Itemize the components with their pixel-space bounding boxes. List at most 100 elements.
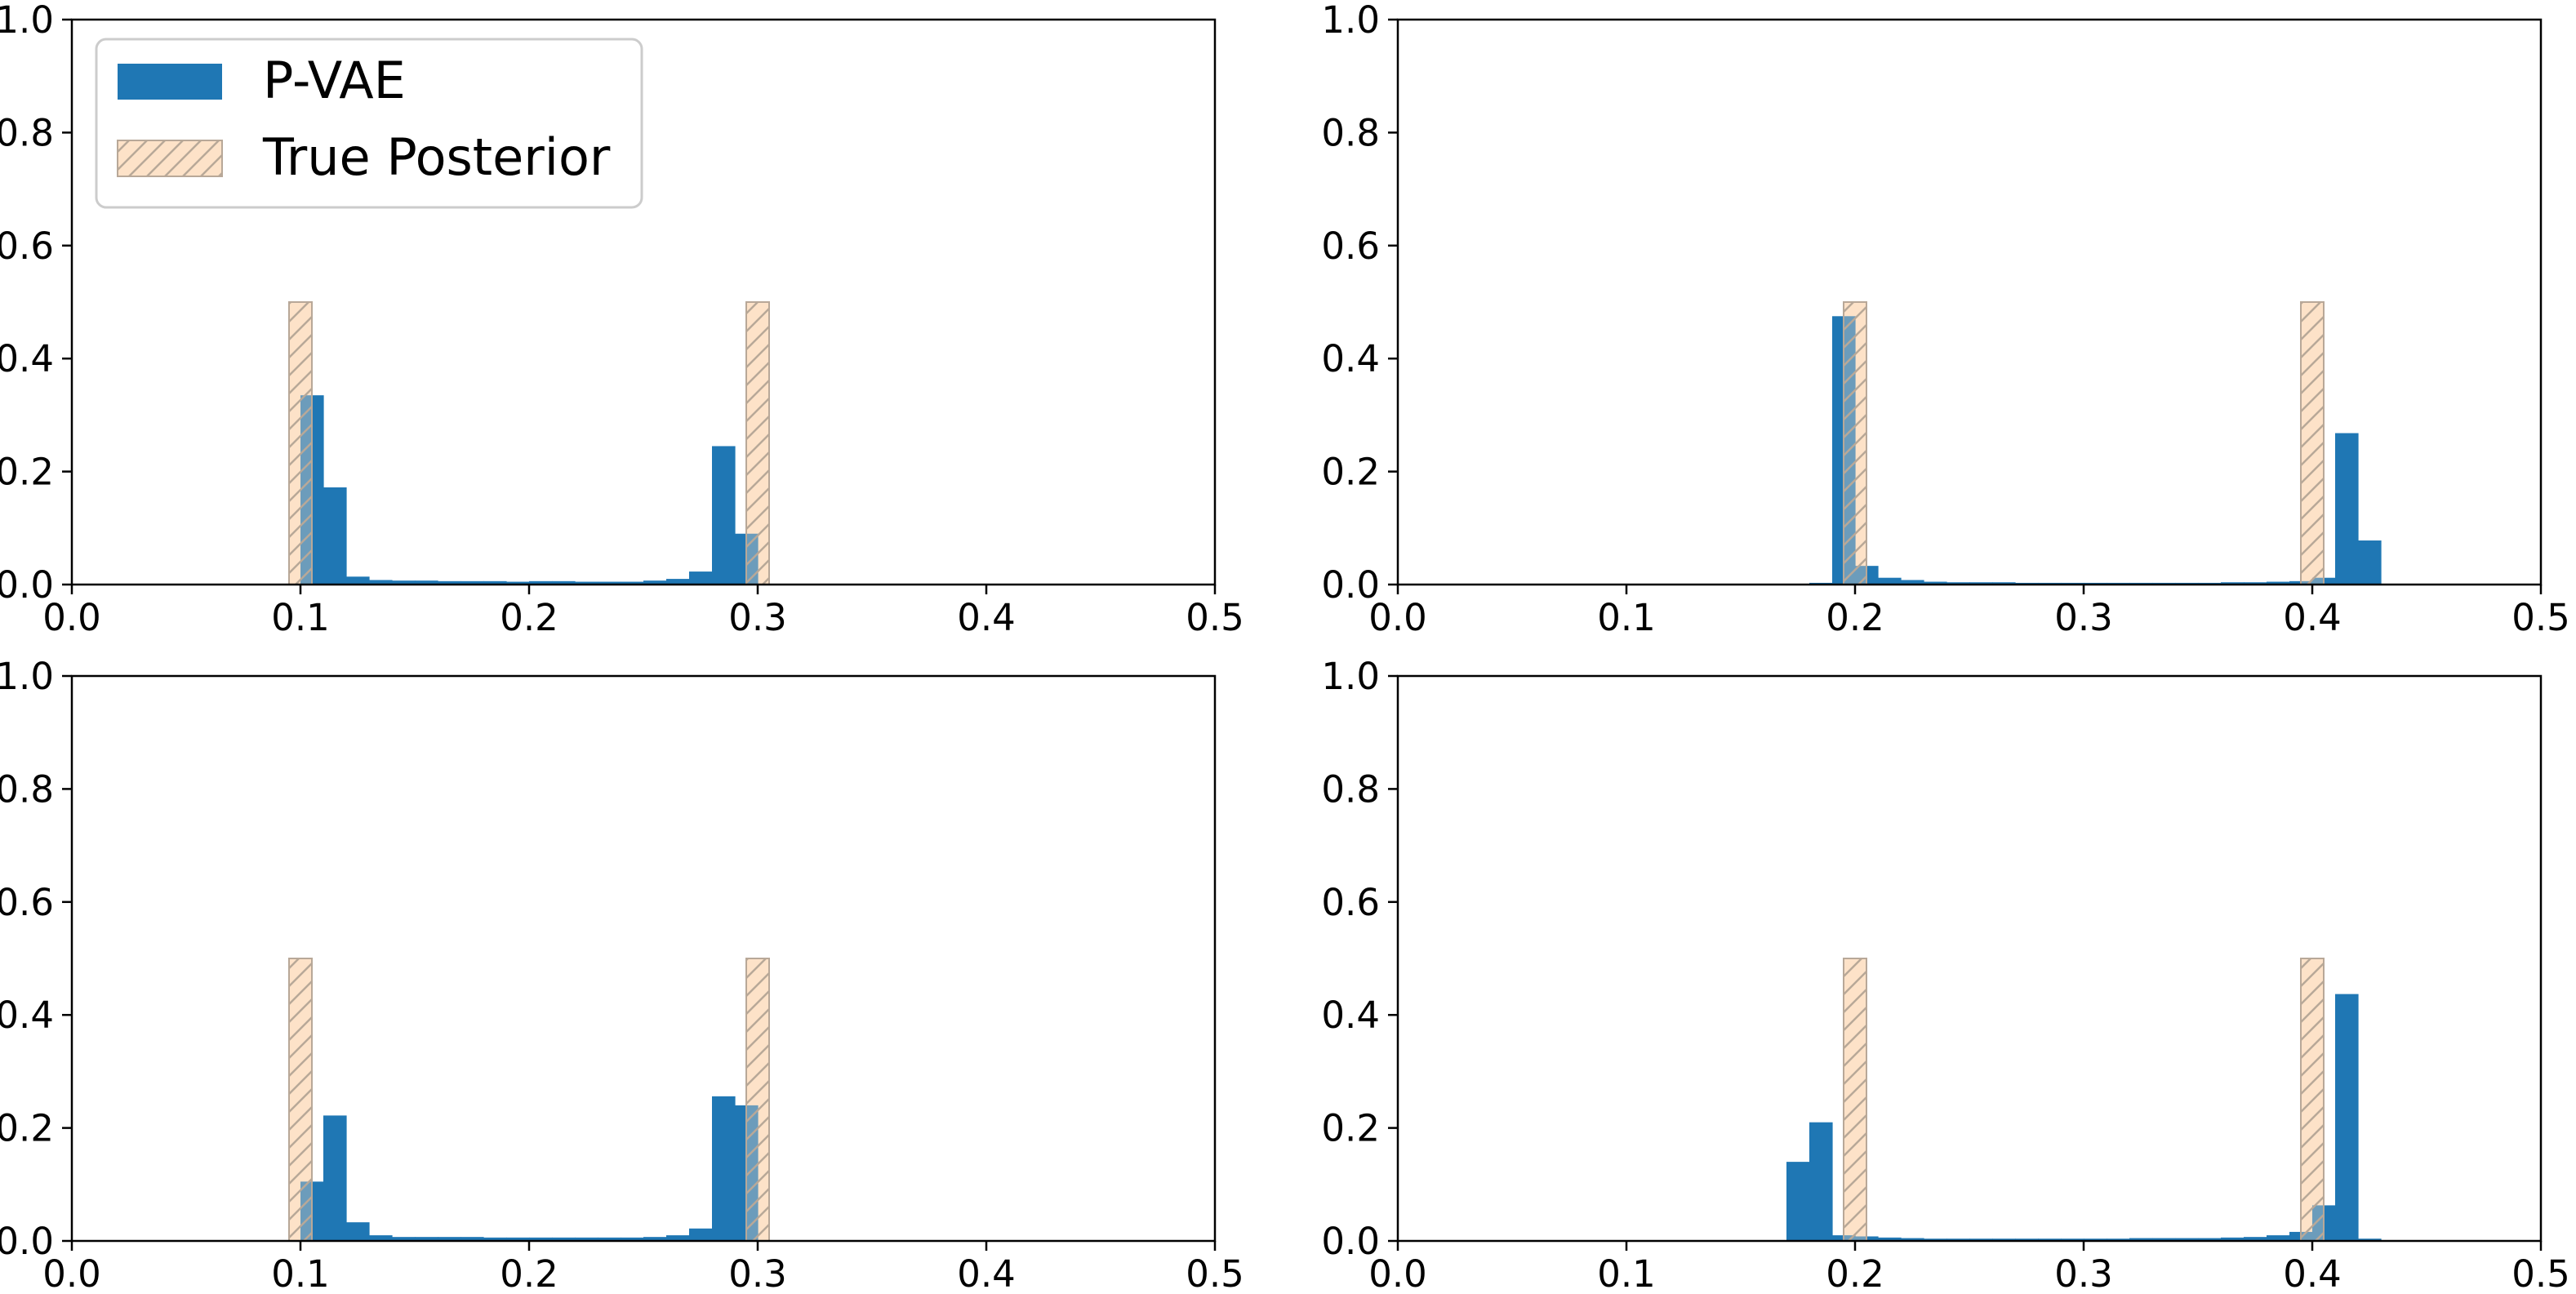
- pvae-bar: [1969, 1238, 1993, 1241]
- x-tick-label: 0.0: [42, 1252, 101, 1294]
- pvae-bar: [415, 1237, 438, 1241]
- pvae-bar: [1809, 1122, 1833, 1241]
- pvae-bar: [2335, 433, 2359, 585]
- pvae-bar: [2061, 1238, 2084, 1241]
- pvae-bar: [1992, 582, 2016, 585]
- y-tick-label: 0.4: [1321, 337, 1380, 380]
- pvae-bar: [346, 576, 370, 585]
- pvae-bar: [483, 580, 507, 585]
- pvae-bar: [712, 446, 736, 585]
- y-tick-label: 0.6: [1321, 881, 1380, 924]
- pvae-bar: [643, 580, 667, 585]
- pvae-bar: [598, 1237, 621, 1241]
- pvae-bar: [2267, 1235, 2290, 1241]
- true-posterior-hatch: [288, 301, 313, 585]
- pvae-bar: [2107, 1238, 2130, 1241]
- pvae-bar: [2358, 540, 2382, 585]
- x-tick-label: 0.2: [500, 1252, 558, 1294]
- pvae-bar: [438, 1237, 461, 1241]
- x-tick-label: 0.4: [2283, 1252, 2342, 1294]
- pvae-bar: [506, 1237, 530, 1241]
- pvae-bar: [2244, 582, 2267, 585]
- y-tick-label: 0.4: [0, 994, 54, 1037]
- true-posterior-hatch: [745, 958, 770, 1242]
- pvae-bar: [575, 581, 598, 585]
- true-posterior-hatch: [2300, 958, 2325, 1242]
- y-tick-label: 0.2: [0, 1107, 54, 1150]
- pvae-bar: [2175, 1238, 2199, 1241]
- x-tick-label: 0.3: [2054, 596, 2113, 639]
- pvae-bar: [2198, 1238, 2222, 1241]
- panel-bottom-right: 0.0 0.1 0.2 0.3 0.4 0.5 0.0 0.2 0.4 0.6 0.8 1.0: [1321, 655, 2569, 1294]
- x-tick-label: 0.0: [1368, 596, 1427, 639]
- pvae-bar: [2267, 581, 2290, 585]
- pvae-bar: [2221, 1237, 2245, 1241]
- true-posterior-hatch: [1843, 958, 1867, 1242]
- x-tick-label: 0.5: [2511, 1252, 2570, 1294]
- panel-top-right: 0.0 0.1 0.2 0.3 0.4 0.5 0.0 0.2 0.4 0.6 0.8 1.0: [1321, 0, 2569, 639]
- legend: P-VAE True Posterior: [95, 38, 643, 209]
- pvae-bar: [621, 1237, 644, 1241]
- x-tick-label: 0.4: [957, 1252, 1016, 1294]
- pvae-bar: [392, 1237, 416, 1241]
- pvae-bar: [323, 1115, 347, 1241]
- pvae-bar: [666, 579, 690, 585]
- x-tick-label: 0.4: [957, 596, 1016, 639]
- pvae-bar: [643, 1237, 667, 1241]
- pvae-bar: [369, 580, 393, 585]
- pvae-bar: [346, 1222, 370, 1241]
- pvae-bar: [1992, 1238, 2016, 1241]
- legend-swatch-pvae: [118, 64, 222, 100]
- x-tick-label: 0.3: [2054, 1252, 2113, 1294]
- pvae-bar: [2244, 1237, 2267, 1241]
- pvae-bar: [1901, 1238, 1924, 1241]
- pvae-bar: [1878, 1237, 1902, 1241]
- pvae-bar: [1878, 577, 1902, 585]
- y-tick-label: 0.8: [0, 767, 54, 811]
- x-tick-label: 0.1: [271, 1252, 330, 1294]
- pvae-bar: [575, 1237, 598, 1241]
- x-tick-label: 0.5: [2511, 596, 2570, 639]
- pvae-bar: [506, 581, 530, 585]
- pvae-bar: [598, 581, 621, 585]
- pvae-bar: [2152, 1238, 2176, 1241]
- x-tick-label: 0.1: [271, 596, 330, 639]
- panel-bottom-left: 0.0 0.1 0.2 0.3 0.4 0.5 0.0 0.2 0.4 0.6 0.8 1.0: [0, 655, 1244, 1294]
- pvae-bar: [552, 580, 576, 585]
- y-tick-label: 0.8: [1321, 767, 1380, 811]
- y-tick-label: 0.6: [0, 225, 54, 268]
- y-tick-label: 0.0: [1321, 563, 1380, 607]
- pvae-bar: [2358, 1238, 2382, 1241]
- y-tick-label: 0.8: [0, 111, 54, 154]
- x-tick-label: 0.3: [728, 1252, 787, 1294]
- pvae-bar: [552, 1237, 576, 1241]
- axes-frame: [70, 674, 1217, 1243]
- x-tick-label: 0.2: [1826, 1252, 1884, 1294]
- pvae-bar: [529, 1237, 553, 1241]
- true-posterior-hatch: [2300, 301, 2325, 585]
- pvae-bar: [1786, 1162, 1810, 1241]
- y-tick-label: 1.0: [0, 655, 54, 698]
- pvae-bar: [2129, 1238, 2153, 1241]
- pvae-bar: [2015, 1238, 2039, 1241]
- legend-label-true-posterior: True Posterior: [262, 127, 611, 187]
- y-tick-label: 0.8: [1321, 111, 1380, 154]
- x-tick-label: 0.5: [1186, 596, 1244, 639]
- pvae-bar: [666, 1235, 690, 1241]
- y-tick-label: 1.0: [0, 0, 54, 42]
- pvae-bar: [460, 1237, 484, 1241]
- legend-label-pvae: P-VAE: [263, 51, 406, 110]
- pvae-bar: [323, 487, 347, 585]
- y-tick-label: 0.2: [1321, 451, 1380, 494]
- true-posterior-hatch: [288, 958, 313, 1242]
- x-tick-label: 0.5: [1186, 1252, 1244, 1294]
- x-tick-label: 0.1: [1597, 1252, 1656, 1294]
- pvae-bar: [1924, 1238, 1947, 1241]
- y-tick-label: 0.4: [0, 337, 54, 380]
- pvae-bar: [712, 1096, 736, 1241]
- y-tick-label: 0.0: [0, 563, 54, 607]
- pvae-bar: [1946, 1238, 1970, 1241]
- pvae-bar: [460, 580, 484, 585]
- pvae-bar: [392, 580, 416, 585]
